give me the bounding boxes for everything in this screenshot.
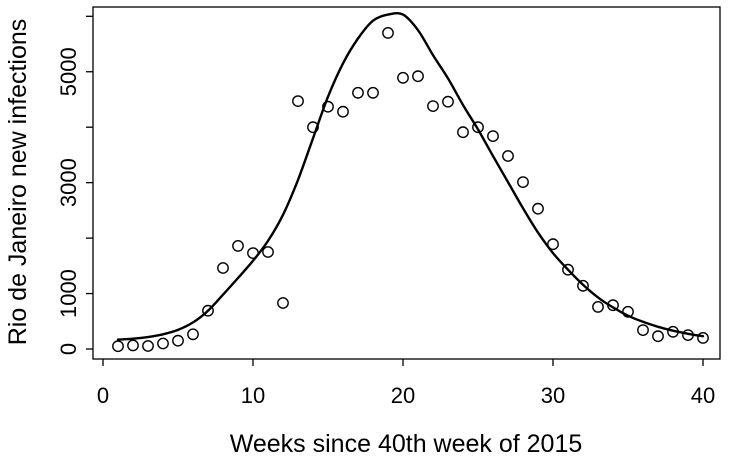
- data-point: [547, 238, 559, 251]
- data-point: [592, 300, 604, 313]
- data-point: [532, 202, 544, 215]
- data-point: [637, 324, 649, 336]
- data-point: [562, 263, 574, 276]
- data-point: [682, 329, 694, 341]
- data-point: [352, 86, 364, 99]
- data-point: [697, 331, 709, 344]
- data-point: [607, 299, 619, 312]
- data-point: [142, 340, 154, 352]
- data-point: [502, 150, 514, 162]
- data-point: [217, 262, 229, 274]
- data-point: [337, 105, 349, 118]
- scatter-points-layer: [112, 27, 709, 353]
- data-point: [367, 86, 379, 99]
- x-axis-tick-label: 0: [97, 383, 109, 408]
- data-point: [667, 325, 679, 338]
- y-axis-tick-label: 1000: [56, 269, 81, 318]
- y-axis-tick-label: 0: [56, 343, 81, 355]
- y-axis-tick-label: 3000: [56, 158, 81, 207]
- data-point: [172, 334, 184, 347]
- data-point: [232, 239, 244, 252]
- data-point: [652, 330, 664, 343]
- plot-box: [92, 6, 721, 360]
- data-point: [577, 279, 589, 292]
- y-axis-title: Rio de Janeiro new infections: [4, 19, 32, 346]
- data-point: [487, 130, 499, 143]
- x-axis-title: Weeks since 40th week of 2015: [230, 430, 583, 458]
- data-point: [307, 121, 319, 134]
- y-axis-tick-label: 5000: [56, 47, 81, 96]
- x-axis-tick-label: 20: [391, 383, 415, 408]
- x-axis-tick-label: 30: [541, 383, 565, 408]
- axes-layer: 0 10 20 30 40 0 1000 3000 5000: [56, 6, 721, 408]
- data-point: [382, 27, 394, 39]
- data-point: [442, 95, 454, 108]
- data-point: [457, 126, 469, 139]
- data-point: [277, 297, 289, 309]
- data-point: [202, 304, 214, 317]
- data-point: [472, 121, 484, 134]
- x-axis-tick-label: 40: [691, 383, 715, 408]
- data-point: [112, 340, 124, 353]
- data-point: [247, 247, 259, 260]
- x-axis-tick-label: 10: [241, 383, 265, 408]
- data-point: [397, 71, 409, 84]
- data-point: [262, 246, 274, 258]
- data-point: [517, 176, 529, 189]
- data-point: [322, 100, 334, 113]
- data-point: [427, 100, 439, 113]
- data-point: [187, 328, 199, 341]
- data-point: [622, 305, 634, 318]
- fitted-curve: [116, 11, 705, 341]
- data-point: [292, 95, 304, 108]
- data-point: [127, 339, 139, 352]
- data-point: [412, 70, 424, 83]
- data-point: [157, 337, 169, 350]
- fitted-curve-layer: [116, 11, 705, 341]
